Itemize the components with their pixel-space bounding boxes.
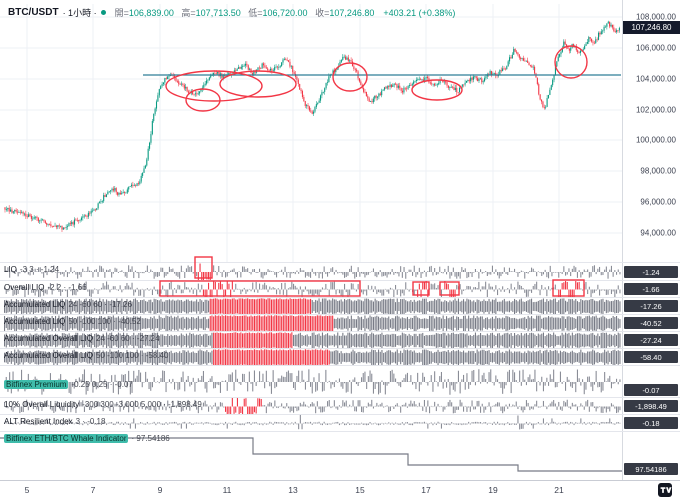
price-axis-label: 102,000.00 [635,105,676,115]
price-axis-label: 98,000.00 [640,166,676,176]
time-axis-label: 9 [157,485,163,495]
open-label: 開= [114,8,129,18]
indicator-plot [4,315,621,332]
change-percent: +403.21 (+0.38%) [383,7,456,18]
indicator-params-value: -3 3 · -1.24 [19,265,60,274]
indicator-plot [4,349,621,366]
indicator-panel-2[interactable]: Overall LIQ -2 2 · -1.66 -1.66 [0,280,680,298]
indicator-plot [0,437,622,472]
ohlc-values: 開=106,839.00 高=107,713.50 低=106,720.00 收… [110,6,375,19]
indicator-label[interactable]: 10% Overall Liquidity -300 300 -3,000 5,0… [4,400,202,409]
indicator-plot [4,332,621,349]
time-axis-label: 21 [554,485,564,495]
time-axis-label: 19 [488,485,498,495]
indicator-plot [4,263,621,281]
indicator-label[interactable]: Bitfinex Premium -0.25 0.25 · -0.07 [4,380,133,389]
indicator-label[interactable]: Overall LIQ -2 2 · -1.66 [4,283,87,292]
indicator-name: Accumulated Overall LIQ [4,334,93,343]
time-axis[interactable]: 5 7 9 11 13 15 17 19 21 [0,480,680,499]
candlestick-chart[interactable] [0,0,622,262]
time-axis-label: 7 [90,485,96,495]
indicator-name: Bitfinex Premium [4,380,69,389]
symbol-title[interactable]: BTC/USDT [8,7,59,18]
price-axis-label: 96,000.00 [640,197,676,207]
interval-label[interactable]: · 1小時 · [62,8,97,18]
indicator-name: Overall LIQ [4,283,45,292]
price-axis-label: 106,000.00 [635,43,676,53]
indicator-value-badge: -0.07 [624,384,678,396]
price-axis-label: 108,000.00 [635,12,676,22]
indicator-panel-10[interactable]: Bitfinex ETH/BTC Whale Indicator · 97.541… [0,431,680,480]
indicator-plot [4,281,621,298]
indicator-label[interactable]: LIQ -3 3 · -1.24 [4,265,59,274]
close-label: 收= [315,8,330,18]
indicator-value-badge: -27.24 [624,334,678,346]
high-label: 高= [181,8,196,18]
price-axis-label: 100,000.00 [635,135,676,145]
indicator-label[interactable]: Accumulated Overall LIQ 50 -100 100 · -58… [4,351,168,360]
time-axis-label: 11 [222,485,232,495]
last-price-badge: 107,246.80 [623,21,680,34]
indicator-params-value: 24 -60 60 · -27.24 [95,334,160,343]
indicator-name: Accumulated LIQ [4,300,66,309]
indicator-name: Accumulated LIQ [4,317,66,326]
indicator-params-value: 50 -100 100 · -40.52 [68,317,141,326]
time-axis-label: 15 [355,485,365,495]
indicator-value-badge: -17.26 [624,300,678,312]
indicator-params-value: 24 -60 60 · -17.26 [68,300,132,309]
time-axis-label: 13 [288,485,298,495]
indicator-value-badge: -40.52 [624,317,678,329]
indicator-plot [4,415,621,430]
indicator-panel-6[interactable]: Accumulated Overall LIQ 50 -100 100 · -58… [0,348,680,366]
indicator-name: ALT Resilient Index [4,417,73,426]
indicator-value-badge: 97.54186 [624,463,678,475]
indicator-panel-4[interactable]: Accumulated LIQ 50 -100 100 · -40.52 -40.5… [0,314,680,332]
indicator-label[interactable]: Accumulated Overall LIQ 24 -60 60 · -27.2… [4,334,160,343]
indicator-params-value: 50 -100 100 · -58.40 [95,351,169,360]
indicator-label[interactable]: Accumulated LIQ 50 -100 100 · -40.52 [4,317,141,326]
indicator-name: 10% Overall Liquidity [4,400,80,409]
indicator-value-badge: -1,898.49 [624,400,678,412]
indicator-params-value: -0.25 0.25 · -0.07 [71,380,133,389]
indicator-params-value: 3 · -0.18 [75,417,106,426]
open-value: 106,839.00 [128,8,174,18]
indicator-value-badge: -1.24 [624,266,678,278]
indicator-params-value: · 97.54186 [131,434,170,443]
indicator-value-badge: -0.18 [624,417,678,429]
indicator-panel-9[interactable]: ALT Resilient Index 3 · -0.18 -0.18 [0,414,680,431]
indicator-plot [4,398,621,415]
high-value: 107,713.50 [195,8,241,18]
low-value: 106,720.00 [262,8,308,18]
indicator-value-badge: -58.40 [624,351,678,363]
indicator-panel-3[interactable]: Accumulated LIQ 24 -60 60 · -17.26 -17.26 [0,297,680,315]
indicator-label[interactable]: Accumulated LIQ 24 -60 60 · -17.26 [4,300,132,309]
indicator-label[interactable]: ALT Resilient Index 3 · -0.18 [4,417,105,426]
indicator-name: LIQ [4,265,17,274]
status-dot-icon [100,10,106,15]
indicator-panel-1[interactable]: LIQ -3 3 · -1.24 -1.24 [0,262,680,281]
indicator-label[interactable]: Bitfinex ETH/BTC Whale Indicator · 97.541… [4,434,170,443]
price-axis-label: 94,000.00 [640,228,676,238]
indicator-panel-8[interactable]: 10% Overall Liquidity -300 300 -3,000 5,0… [0,397,680,415]
price-axis[interactable]: 108,000.00 106,000.00 104,000.00 102,000… [622,0,680,480]
indicator-panel-7[interactable]: Bitfinex Premium -0.25 0.25 · -0.07 -0.07 [0,365,680,397]
indicator-panel-5[interactable]: Accumulated Overall LIQ 24 -60 60 · -27.2… [0,331,680,349]
close-value: 107,246.80 [329,8,375,18]
indicator-name: Bitfinex ETH/BTC Whale Indicator [4,434,129,443]
price-axis-label: 104,000.00 [635,74,676,84]
indicator-value-badge: -1.66 [624,283,678,295]
tradingview-logo-icon[interactable] [658,483,672,497]
indicator-params-value: -300 300 -3,000 5,000 · -1,898.49 [82,400,202,409]
chart-legend[interactable]: BTC/USDT · 1小時 · 開=106,839.00 高=107,713.… [8,6,455,19]
indicator-name: Accumulated Overall LIQ [4,351,93,360]
indicator-params-value: -2 2 · -1.66 [47,283,87,292]
time-axis-label: 17 [421,485,431,495]
indicator-plot [4,298,621,315]
low-label: 低= [248,8,263,18]
time-axis-label: 5 [24,485,30,495]
